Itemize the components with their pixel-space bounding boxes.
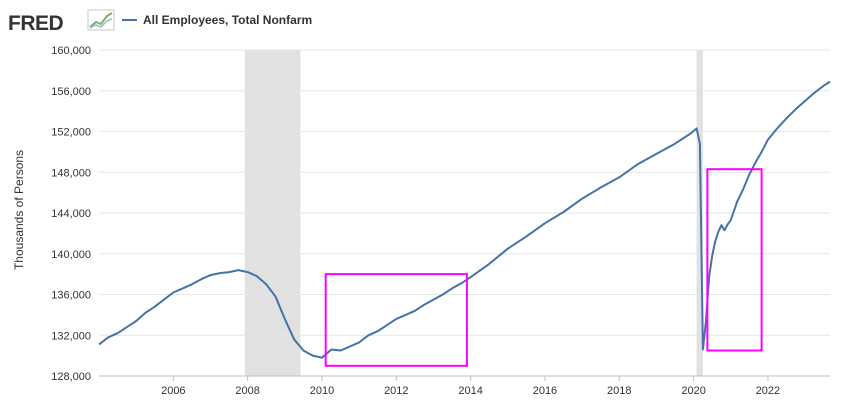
series-line-all-employees bbox=[98, 80, 831, 359]
y-tick-label: 156,000 bbox=[51, 86, 91, 98]
y-tick-label: 132,000 bbox=[51, 330, 91, 342]
logo-icon-line-1 bbox=[89, 12, 113, 28]
annotation-rectangles bbox=[324, 168, 763, 367]
x-tick-label: 2014 bbox=[458, 385, 482, 397]
fred-logo[interactable]: FRED bbox=[8, 9, 115, 35]
x-tick-label: 2016 bbox=[533, 385, 557, 397]
x-tick-label: 2006 bbox=[161, 385, 185, 397]
y-tick-label: 160,000 bbox=[51, 45, 91, 57]
y-tick-label: 128,000 bbox=[51, 371, 91, 383]
x-tick-label: 2022 bbox=[756, 385, 780, 397]
y-tick-label: 140,000 bbox=[51, 249, 91, 261]
x-tick-label: 2008 bbox=[235, 385, 259, 397]
legend[interactable]: All Employees, Total Nonfarm bbox=[122, 13, 312, 27]
y-axis-tick-labels: 128,000 132,000 136,000 140,000 144,000 148,0… bbox=[51, 45, 91, 383]
x-tick-label: 2012 bbox=[384, 385, 408, 397]
fred-logo-text: FRED bbox=[8, 12, 64, 35]
annotation-rectangle-2 bbox=[706, 168, 763, 352]
y-axis-title: Thousands of Persons bbox=[12, 150, 26, 270]
x-axis-tick-labels: 2006 2008 2010 2012 2014 2016 2018 2020 2022 bbox=[161, 376, 780, 397]
legend-label: All Employees, Total Nonfarm bbox=[143, 13, 312, 27]
annotation-rectangle-1 bbox=[324, 273, 468, 367]
logo-icon-line-2 bbox=[89, 18, 113, 29]
y-tick-label: 148,000 bbox=[51, 167, 91, 179]
horizontal-gridlines bbox=[99, 49, 830, 336]
x-tick-label: 2018 bbox=[607, 385, 631, 397]
x-tick-label: 2020 bbox=[681, 385, 705, 397]
x-tick-label: 2010 bbox=[310, 385, 334, 397]
y-tick-label: 144,000 bbox=[51, 208, 91, 220]
line-chart-icon bbox=[87, 9, 115, 31]
y-tick-label: 136,000 bbox=[51, 290, 91, 302]
y-tick-label: 152,000 bbox=[51, 127, 91, 139]
